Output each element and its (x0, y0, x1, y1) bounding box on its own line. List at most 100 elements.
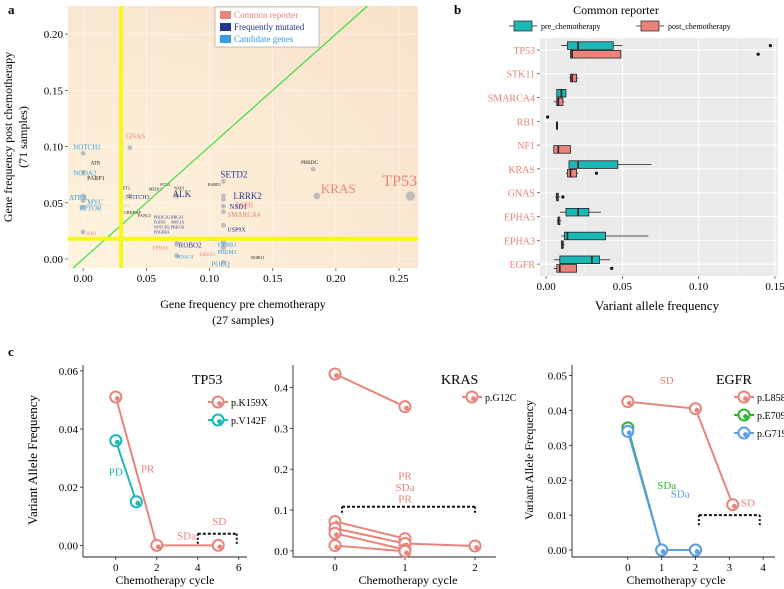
c1-legend-label-pv142f: p.V142F (231, 416, 267, 427)
gene-label-smc1a: SMC1A (171, 220, 184, 225)
gene-label-prkcb: PRKCB (171, 225, 184, 230)
category-label-egfr: EGFR (509, 260, 535, 271)
c2-y-tick-label: 0.3 (274, 423, 288, 435)
c2-point-dot (334, 544, 339, 550)
legend-candidate-genes: Candidate genes (234, 34, 294, 44)
c3-title: EGFR (716, 373, 752, 388)
c3-point-dot (660, 549, 666, 554)
c2-title: KRAS (441, 373, 478, 388)
outlier-egfr (610, 266, 614, 271)
gene-label-fanci: FANCI (138, 213, 152, 218)
c2-annotation-pr: PR (398, 493, 412, 505)
point-atrx (80, 193, 86, 199)
c2-legend-label-pg12c: p.G12C (485, 393, 517, 404)
c1-x-tick-label: 2 (154, 562, 160, 574)
point-rb1 (80, 229, 86, 235)
panel-b-x-tick-label: 0.05 (613, 281, 633, 293)
point-ncoa2 (80, 170, 86, 175)
legend-common-reporter: Common reporter (234, 10, 298, 20)
c1-series-line-0 (114, 396, 219, 547)
panel-b-legend: pre_chemotherapy post_chemotherapy (509, 20, 731, 32)
c1-annotation-pd: PD (109, 467, 123, 479)
c2-series-line-1 (334, 520, 406, 540)
panel-a-x-tick-label: 0.10 (200, 273, 220, 285)
gene-label-hdac4: HDAC4 (177, 256, 194, 261)
c3-legend-label-pg719a: p.G719A (757, 429, 784, 440)
c3-point-dot (626, 400, 632, 406)
legend-swatch-post (640, 20, 660, 32)
category-label-stk11: STK11 (506, 70, 535, 81)
c1-y-tick-label: 0.02 (59, 482, 78, 494)
panel-a-y-tick-label: 0.15 (44, 85, 64, 97)
gene-label-robo2: ROBO2 (179, 241, 202, 249)
c3-legend-label-pe709k: p.E709K (757, 411, 784, 422)
c2-legend-dot (471, 396, 476, 401)
panel-b-x-tick-label: 0.00 (536, 281, 556, 293)
c3-y-tick-label: 0.04 (548, 405, 568, 417)
outlier-rb1 (546, 115, 550, 119)
point-nsd1 (221, 203, 226, 209)
legend-swatch-candidate (220, 35, 231, 43)
c1-x-label: Chemotherapy cycle (116, 573, 215, 587)
legend-pre-chemotherapy: pre_chemotherapy (541, 22, 601, 31)
point-erbb3 (221, 240, 226, 246)
category-label-rb1: RB1 (517, 117, 535, 128)
category-label-gnas: GNAS (508, 189, 535, 200)
point-notch3 (127, 193, 133, 199)
panel-a-y-tick-label: 0.20 (44, 29, 64, 41)
gene-label-pik3c2g: PIK3C2G (154, 215, 170, 220)
panel-b: b Common reporter pre_chemotherapy post_… (454, 2, 784, 313)
c2-x-tick-label: 0 (332, 562, 338, 574)
c2-series-line-0 (334, 373, 406, 408)
box-egfr-pre (559, 255, 600, 264)
point-myc (80, 198, 86, 203)
gene-label-stk11: STK11 (121, 196, 136, 201)
gene-label-rptor: RPTOR (79, 204, 102, 212)
c1-y-tick-label: 0.00 (59, 540, 79, 552)
gene-label-alk: ALK (173, 189, 192, 199)
category-label-epha3: EPHA3 (504, 236, 535, 247)
gene-label-notch1: NOTCH1 (73, 143, 101, 151)
c1-y-label: Variant Allele Frequency (25, 395, 40, 525)
gene-label-tet2: TET2 (121, 185, 130, 190)
panel-c: c 0 2 4 60.000.020.040.06PRPDSDaSDTP53p.K15… (8, 344, 784, 587)
c1-point-dot (114, 439, 120, 445)
panel-b-x-label: Variant allele frequency (595, 298, 720, 313)
gene-label-notch2: NOTCH2 (154, 225, 170, 230)
point-egfr (221, 197, 226, 202)
c3-y-tick-label: 0.03 (548, 440, 568, 452)
c1-series-line-1 (114, 440, 138, 503)
panel-b-x-tick-label: 0.15 (765, 281, 784, 293)
gene-label-nf1: NF1 (121, 204, 130, 209)
c3-point-dot (694, 549, 700, 554)
c3-x-label: Chemotherapy cycle (627, 573, 726, 587)
legend-swatch-pre (513, 20, 533, 32)
outlier-tp53 (768, 43, 772, 48)
c2-y-tick-label: 0.1 (274, 505, 288, 517)
c3-x-tick-label: 2 (693, 562, 699, 574)
c1-point-dot (114, 396, 120, 401)
c3-legend-label-pl858r: p.L858R (757, 393, 784, 404)
c1-annotation-sd: SD (212, 516, 226, 528)
c3-x-tick-label: 3 (727, 562, 733, 574)
c3-y-tick-label: 0.01 (548, 510, 567, 522)
category-label-tp53: TP53 (513, 46, 535, 57)
c1-x-tick-label: 4 (195, 562, 201, 574)
point-epha3 (221, 245, 226, 251)
c3-annotation-sd: SD (741, 497, 755, 509)
panel-b-title: Common reporter (573, 3, 659, 17)
panel-a-x-tick-label: 0.05 (137, 273, 157, 285)
gene-label-erbb3: ERBB3 (217, 242, 236, 248)
c3-legend-dot (743, 396, 748, 401)
c1-legend-label-pk159x: p.K159X (231, 398, 269, 409)
c2-x-tick-label: 1 (402, 562, 408, 574)
gene-label-atrx: ATRX (69, 194, 87, 202)
gene-label-pdgfra: PDGFRA (154, 230, 170, 235)
gene-label-prkdc: PRKDC (301, 161, 318, 166)
c1-annotation-pr: PR (141, 464, 155, 476)
c3-y-tick-label: 0.05 (548, 370, 568, 382)
c2-annotation-sda: SDa (396, 482, 415, 494)
gene-label-crebbp: CREBBP (124, 210, 142, 215)
c3-legend-dot (743, 432, 748, 437)
